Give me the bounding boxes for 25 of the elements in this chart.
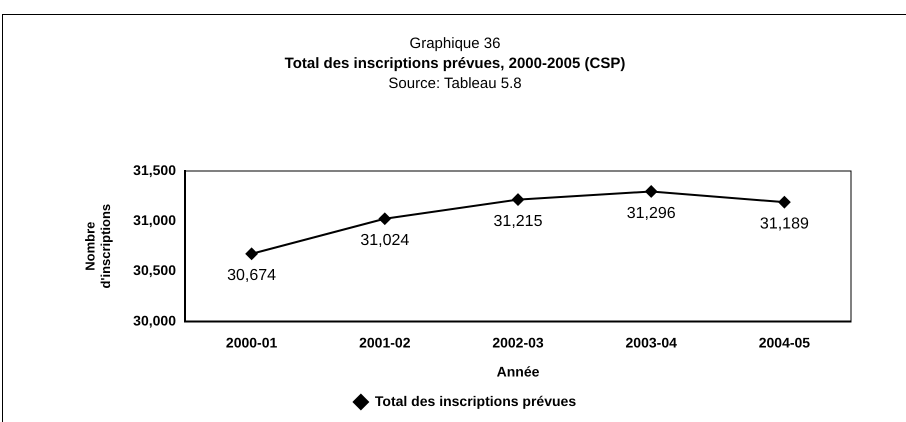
x-tick-label: 2001-02 <box>359 334 411 351</box>
y-tick-label: 30,000 <box>133 312 176 328</box>
y-tick-label: 30,500 <box>133 262 176 278</box>
point <box>246 248 258 260</box>
x-tick-label: 2000-01 <box>226 334 278 351</box>
y-tick-label: 31,000 <box>133 212 176 228</box>
legend-label: Total des inscriptions prévues <box>374 392 576 409</box>
data-label: 31,024 <box>360 232 410 250</box>
y-tick-label: 31,500 <box>133 162 176 178</box>
x-tick-label: 2004-05 <box>758 334 810 351</box>
point <box>778 196 790 208</box>
y-axis-title: Nombre d'inscriptions <box>82 204 113 289</box>
x-tick-label: 2003-04 <box>626 334 678 351</box>
chart-subtitle: Total des inscriptions prévues, 2000-2005 (CSP) <box>284 55 626 72</box>
source-note: Source: Tableau 5.8 <box>387 75 523 92</box>
x-tick-label: 2002-03 <box>492 334 544 351</box>
data-label: 31,215 <box>494 212 543 230</box>
point <box>645 185 658 198</box>
data-label: 30,674 <box>227 267 276 284</box>
chart-title: Graphique 36 <box>408 35 502 52</box>
point <box>378 212 391 225</box>
data-label: 31,189 <box>760 216 809 233</box>
point <box>512 194 524 206</box>
x-axis-title: Année <box>496 363 540 380</box>
data-label: 31,296 <box>626 204 676 222</box>
